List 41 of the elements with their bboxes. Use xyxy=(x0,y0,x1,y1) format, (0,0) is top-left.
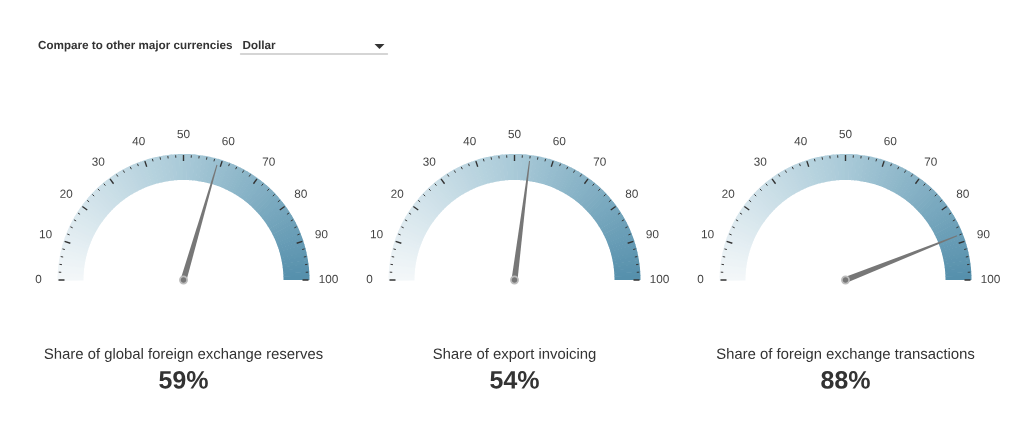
text: 30 xyxy=(754,157,767,166)
text: 10 xyxy=(370,230,383,239)
text: 20 xyxy=(391,189,404,198)
text: Share of foreign exchange transactions xyxy=(716,348,975,362)
text: 10 xyxy=(39,230,52,239)
text: 60 xyxy=(884,136,897,146)
text: 30 xyxy=(92,157,105,166)
text: 20 xyxy=(60,189,73,198)
text: 60 xyxy=(553,136,566,146)
text: 80 xyxy=(956,189,969,198)
text: 100 xyxy=(981,274,1000,284)
text: 50 xyxy=(177,129,190,139)
text: 80 xyxy=(294,189,307,198)
text: 80 xyxy=(625,189,638,198)
text: 40 xyxy=(132,136,145,146)
text: 40 xyxy=(463,136,476,146)
text: 20 xyxy=(722,189,735,198)
text: 0 xyxy=(366,274,373,284)
text: 90 xyxy=(315,230,328,239)
data-label: 54% xyxy=(490,371,539,389)
text: 30 xyxy=(423,157,436,166)
text: 100 xyxy=(650,274,669,284)
text: 0 xyxy=(697,274,704,284)
text: 90 xyxy=(646,230,659,239)
text: 50 xyxy=(508,129,521,139)
data-label: 88% xyxy=(821,371,870,389)
text: 70 xyxy=(593,157,606,166)
text: 60 xyxy=(222,136,235,146)
text: 70 xyxy=(262,157,275,166)
text: 40 xyxy=(794,136,807,146)
text: 70 xyxy=(924,157,937,166)
text: Compare to other major currencies xyxy=(38,40,233,52)
data-label: 59% xyxy=(159,371,208,389)
text: 100 xyxy=(319,274,338,284)
text: 0 xyxy=(35,274,42,284)
text: 50 xyxy=(839,129,852,139)
text: Share of export invoicing xyxy=(433,348,596,362)
text: 10 xyxy=(701,230,714,239)
text: Share of global foreign exchange reserves xyxy=(44,348,323,362)
text: 90 xyxy=(977,230,990,239)
text: Dollar xyxy=(243,40,276,50)
